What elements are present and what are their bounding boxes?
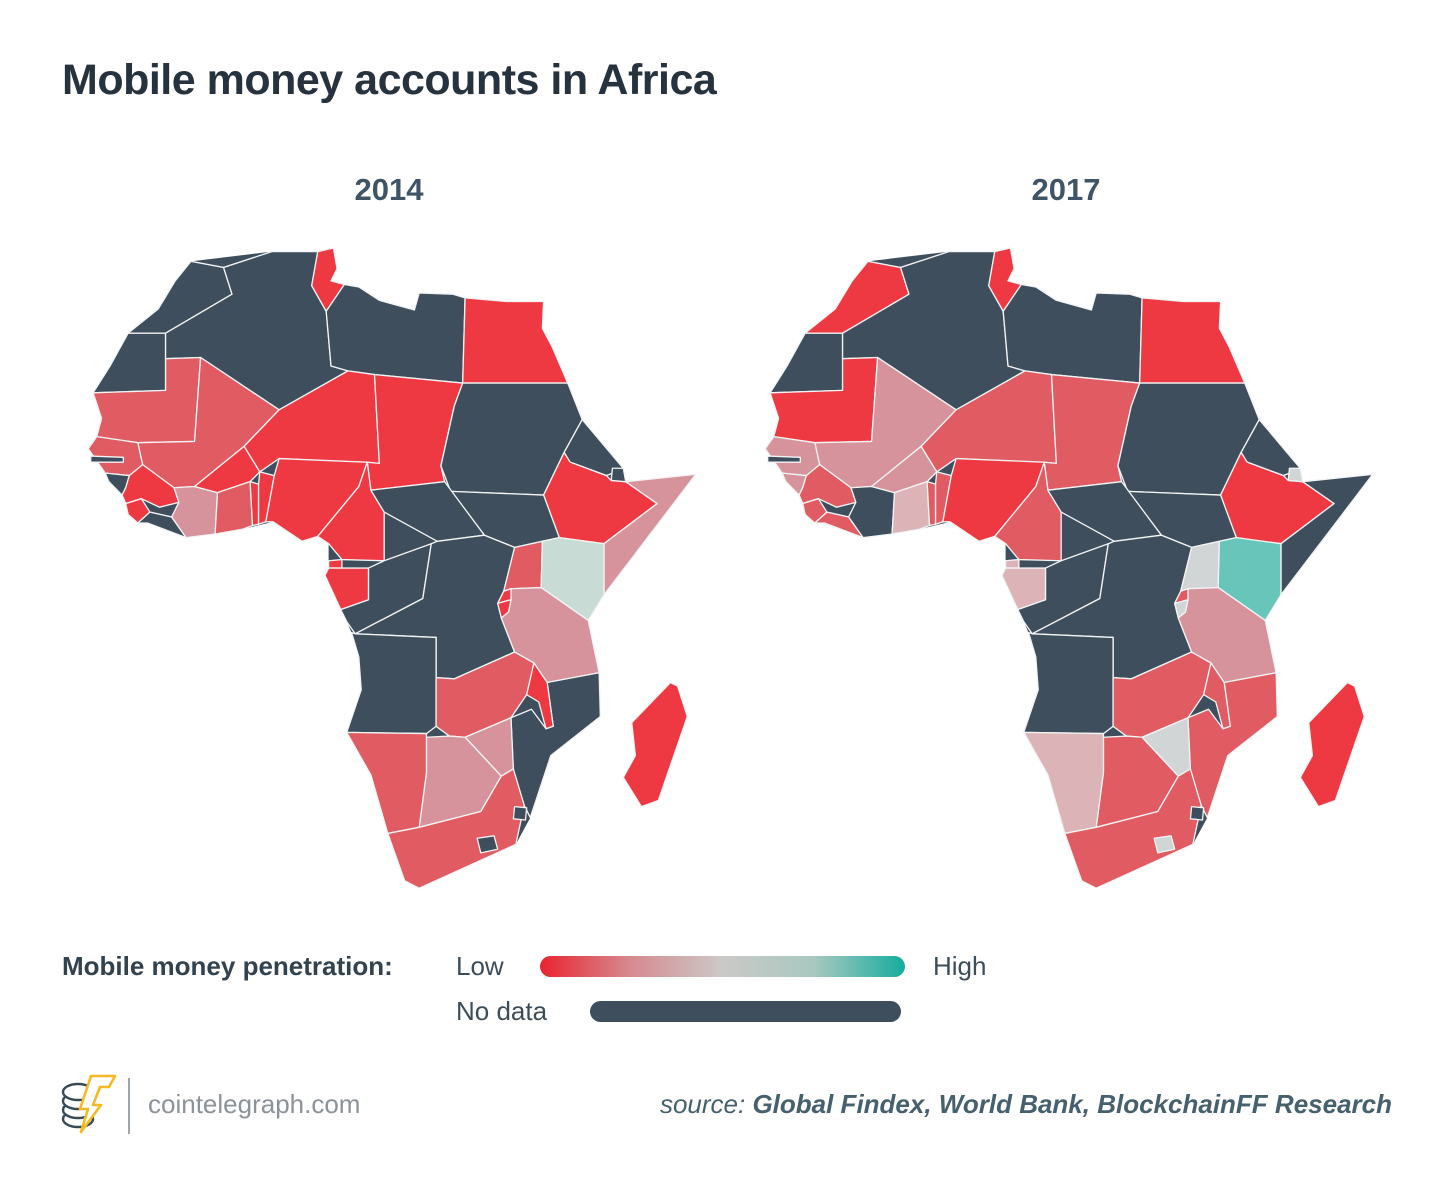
country-malawi-2014 bbox=[526, 662, 554, 730]
country-eqguinea-2017 bbox=[1004, 558, 1020, 569]
lightning-bolt-icon bbox=[78, 1074, 117, 1134]
source-text: Global Findex, World Bank, BlockchainFF … bbox=[752, 1089, 1392, 1119]
footer-divider bbox=[128, 1078, 130, 1134]
country-angola-2017 bbox=[1023, 631, 1114, 735]
legend-gradient-bar bbox=[540, 956, 905, 977]
country-egypt-2017 bbox=[1139, 297, 1246, 384]
legend-title: Mobile money penetration: bbox=[62, 951, 393, 981]
country-burundi-2017 bbox=[1174, 599, 1189, 619]
country-libya-2017 bbox=[1002, 283, 1143, 384]
legend-high-label: High bbox=[933, 951, 987, 981]
country-ghana-2014 bbox=[214, 480, 254, 535]
map-year-label-2017: 2017 bbox=[1031, 172, 1101, 207]
country-lesotho-2017 bbox=[1153, 835, 1176, 854]
country-bfaso-2017 bbox=[870, 445, 938, 494]
country-eqguinea-2014 bbox=[327, 558, 343, 569]
country-southafrica-2017 bbox=[1064, 768, 1202, 889]
legend-nodata-label: No data bbox=[456, 996, 548, 1026]
source-attribution: source: Global Findex, World Bank, Block… bbox=[660, 1089, 1392, 1120]
country-swaziland-2017 bbox=[1189, 805, 1205, 821]
country-egypt-2014 bbox=[462, 297, 569, 384]
country-swaziland-2014 bbox=[512, 805, 528, 821]
country-wsahara-2017 bbox=[769, 332, 844, 394]
country-gambia-2014 bbox=[90, 455, 124, 463]
africa-map-2017 bbox=[752, 237, 1380, 904]
country-angola-2014 bbox=[346, 631, 437, 735]
country-gabon-2017 bbox=[1001, 567, 1047, 611]
site-url: cointelegraph.com bbox=[148, 1089, 361, 1119]
country-libya-2014 bbox=[325, 283, 466, 384]
legend-nodata-bar bbox=[590, 1001, 901, 1022]
legend-low-label: Low bbox=[456, 951, 504, 981]
country-gabon-2014 bbox=[324, 567, 370, 611]
country-namibia-2017 bbox=[1023, 731, 1105, 835]
country-guinea-2014 bbox=[121, 463, 180, 508]
country-gambia-2017 bbox=[767, 455, 801, 463]
country-burundi-2014 bbox=[497, 599, 512, 619]
country-bfaso-2014 bbox=[193, 445, 261, 494]
country-malawi-2017 bbox=[1203, 662, 1231, 730]
page-title: Mobile money accounts in Africa bbox=[62, 56, 717, 104]
country-ghana-2017 bbox=[891, 480, 931, 535]
country-madagascar-2017 bbox=[1299, 681, 1365, 808]
country-namibia-2014 bbox=[346, 731, 428, 835]
country-guinea-2017 bbox=[798, 463, 857, 508]
country-southafrica-2014 bbox=[387, 768, 525, 889]
source-prefix: source: bbox=[659, 1089, 753, 1119]
country-djibouti-2017 bbox=[1287, 467, 1304, 483]
cointelegraph-logo-icon bbox=[61, 1074, 117, 1134]
country-djibouti-2014 bbox=[610, 467, 627, 483]
country-wsahara-2014 bbox=[92, 332, 167, 394]
map-year-label-2014: 2014 bbox=[354, 172, 424, 207]
africa-map-2014 bbox=[75, 237, 703, 904]
country-madagascar-2014 bbox=[622, 681, 688, 808]
country-lesotho-2014 bbox=[476, 835, 499, 854]
